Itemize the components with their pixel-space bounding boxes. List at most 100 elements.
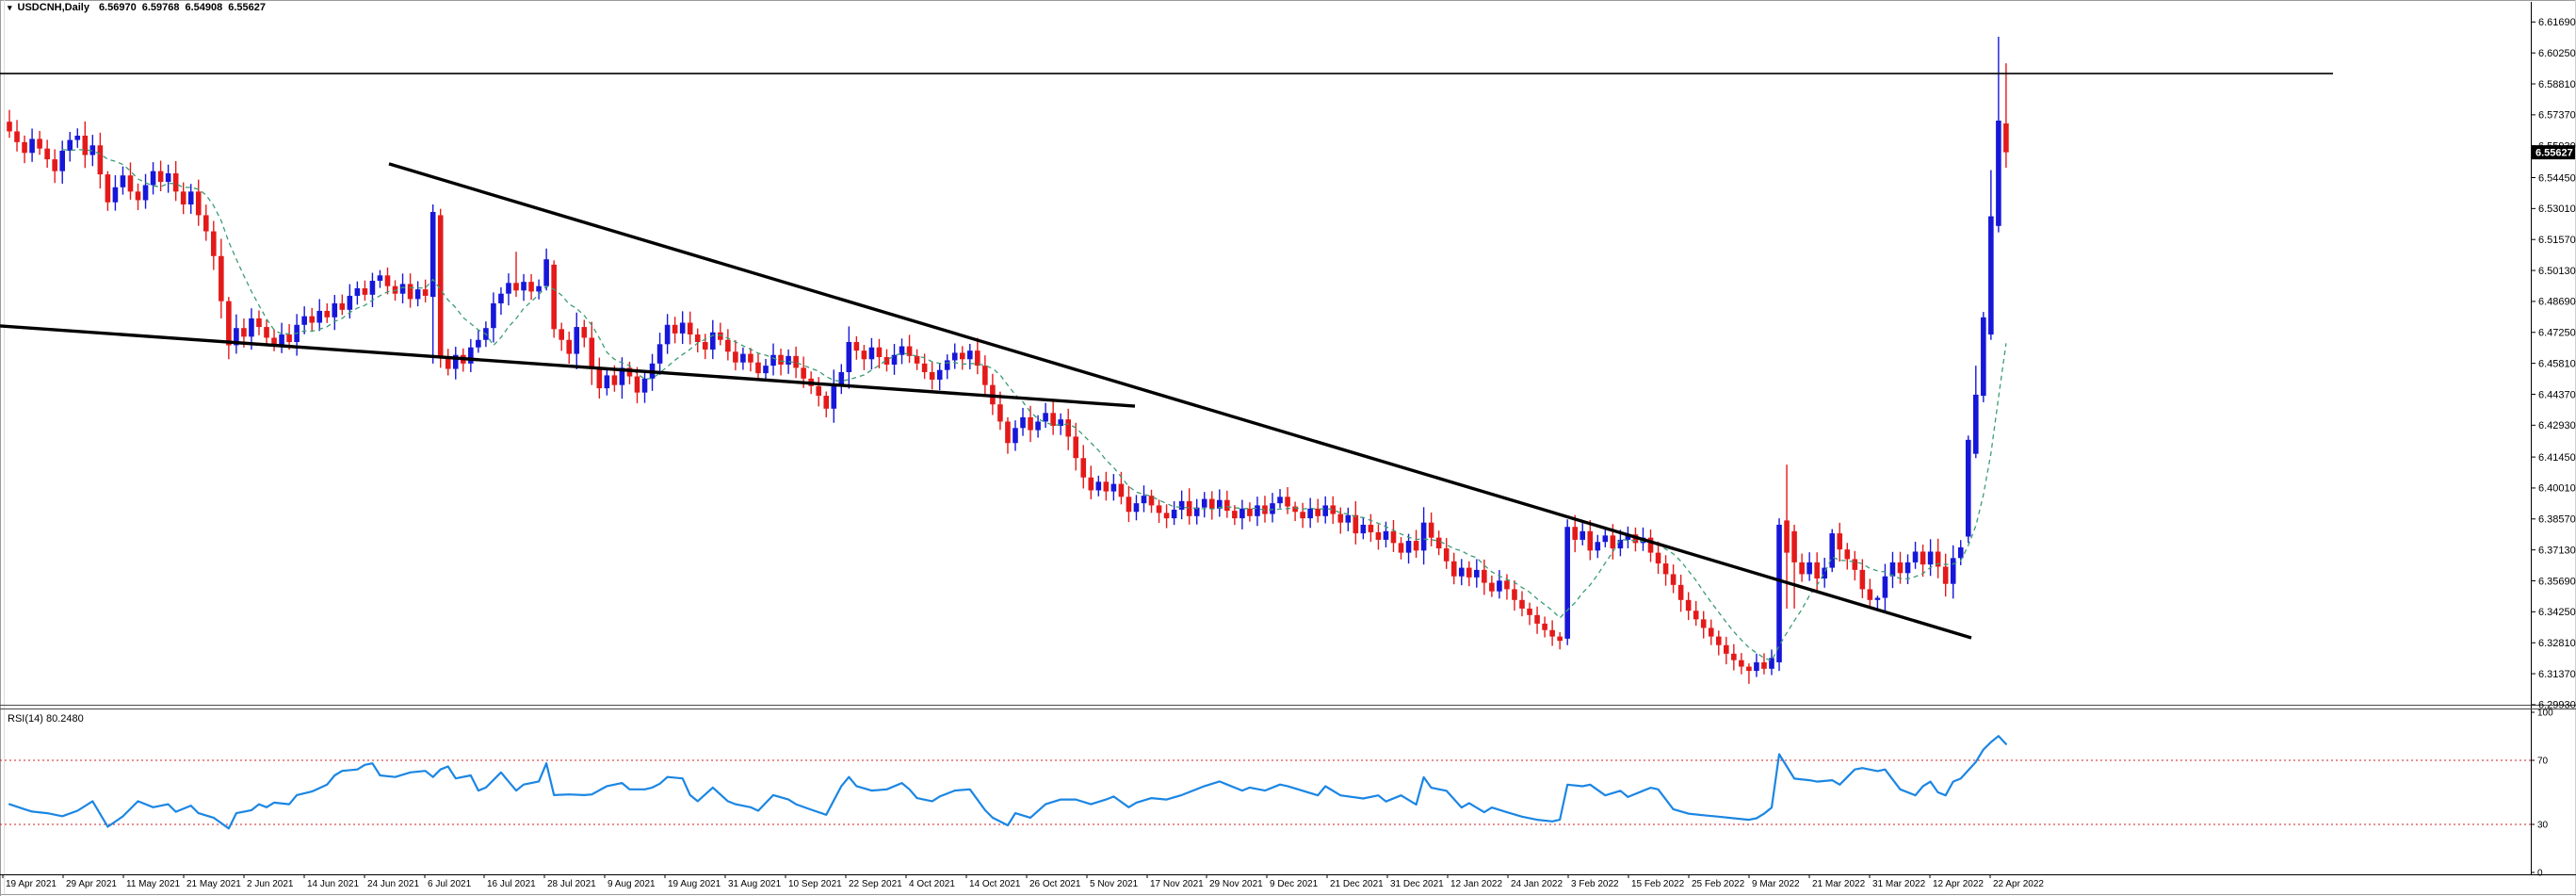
price-axis-label: 6.40010 (2538, 483, 2576, 495)
symbol-dropdown-icon[interactable]: ▾ (8, 2, 12, 12)
rsi-axis[interactable]: 100 70 30 0 (2531, 709, 2553, 879)
price-axis-label: 6.32810 (2538, 638, 2576, 649)
candle (1670, 564, 1677, 594)
candle (1769, 649, 1774, 676)
candle (316, 299, 323, 332)
candle (1519, 591, 1525, 617)
candle (604, 367, 610, 396)
candle (528, 273, 534, 301)
candle (1005, 416, 1011, 454)
price-axis-label: 6.48690 (2538, 297, 2576, 308)
date-axis-label: 11 May 2021 (126, 879, 181, 889)
candle (831, 369, 837, 423)
price-axis-label: 6.31370 (2538, 669, 2576, 680)
candle (1368, 513, 1374, 543)
candle (755, 353, 761, 381)
candle (1277, 489, 1283, 509)
rsi-panel[interactable] (0, 735, 2531, 830)
upper-descending-trendline[interactable] (388, 162, 1972, 640)
candle (838, 364, 845, 395)
date-axis-label: 10 Sep 2021 (788, 879, 842, 889)
candle (452, 347, 459, 380)
candle (37, 130, 42, 155)
candle (89, 135, 96, 167)
date-axis-label: 31 Aug 2021 (728, 879, 782, 889)
candle (1799, 553, 1805, 582)
candle (1353, 500, 1359, 545)
candle (399, 273, 406, 303)
candle (1428, 512, 1434, 546)
candle (1307, 497, 1313, 529)
price-axis-label: 6.47250 (2538, 328, 2576, 339)
candle (1208, 491, 1215, 520)
rsi-line (8, 735, 2007, 830)
date-axis[interactable]: 19 Apr 2021 29 Apr 2021 11 May 2021 21 May … (2, 874, 2044, 889)
price-axis-label: 6.51570 (2538, 235, 2576, 246)
candle (664, 314, 671, 354)
candle (1088, 465, 1094, 499)
candle (332, 295, 338, 331)
rsi-axis-label: 100 (2537, 709, 2553, 719)
candle (1482, 559, 1487, 595)
candle (264, 319, 269, 347)
candle (1171, 500, 1177, 526)
candle (1043, 402, 1048, 429)
date-axis-label: 31 Dec 2021 (1390, 879, 1444, 889)
candle (1103, 471, 1110, 501)
candle (1595, 534, 1601, 559)
candle (574, 312, 580, 369)
candle (1443, 538, 1450, 569)
candle (1625, 526, 1631, 548)
candle (1163, 504, 1170, 529)
candle (770, 343, 776, 376)
price-axis-label: 6.58810 (2538, 79, 2576, 90)
candle (1837, 522, 1843, 562)
candle (44, 139, 50, 169)
candle (1829, 529, 1836, 573)
candle (1383, 521, 1389, 548)
candle (498, 286, 504, 316)
price-axis[interactable]: 6.616906.602506.588106.573706.559306.544… (2531, 17, 2576, 711)
candle (1065, 408, 1071, 450)
candle (52, 149, 57, 184)
candle (1058, 413, 1063, 435)
main-price-panel[interactable] (0, 37, 2333, 684)
candle (29, 128, 35, 162)
candle (1534, 606, 1540, 634)
lower-descending-trendline[interactable] (0, 324, 1136, 408)
candle (1776, 518, 1782, 672)
date-axis-label: 31 Mar 2022 (1872, 879, 1926, 889)
candle (1784, 464, 1790, 609)
date-axis-label: 29 Apr 2021 (66, 879, 117, 889)
candle (1724, 636, 1729, 665)
candle (1141, 485, 1147, 513)
candle (271, 329, 277, 351)
candle (982, 355, 988, 396)
candle (1095, 475, 1102, 497)
candle (536, 279, 542, 300)
candle (1035, 415, 1041, 438)
candle (1270, 493, 1275, 523)
candle (1852, 550, 1858, 581)
candle (1912, 541, 1919, 569)
date-axis-label: 14 Oct 2021 (969, 879, 1021, 889)
candle (1889, 551, 1896, 589)
candle (718, 322, 723, 346)
candle (1405, 533, 1412, 564)
candle (793, 346, 799, 379)
candle (1527, 602, 1532, 626)
candle (1217, 489, 1223, 517)
quote-close: 6.55627 (228, 2, 266, 13)
date-axis-label: 26 Oct 2021 (1029, 879, 1081, 889)
candle (1201, 492, 1207, 518)
candle (1073, 422, 1079, 471)
date-axis-label: 6 Jul 2021 (428, 879, 472, 889)
candle (1489, 575, 1495, 597)
candle (740, 347, 746, 370)
date-axis-label: 19 Apr 2021 (6, 879, 57, 889)
candle (14, 120, 20, 152)
candle (861, 345, 867, 370)
candle (1013, 420, 1018, 451)
candle (619, 357, 625, 399)
